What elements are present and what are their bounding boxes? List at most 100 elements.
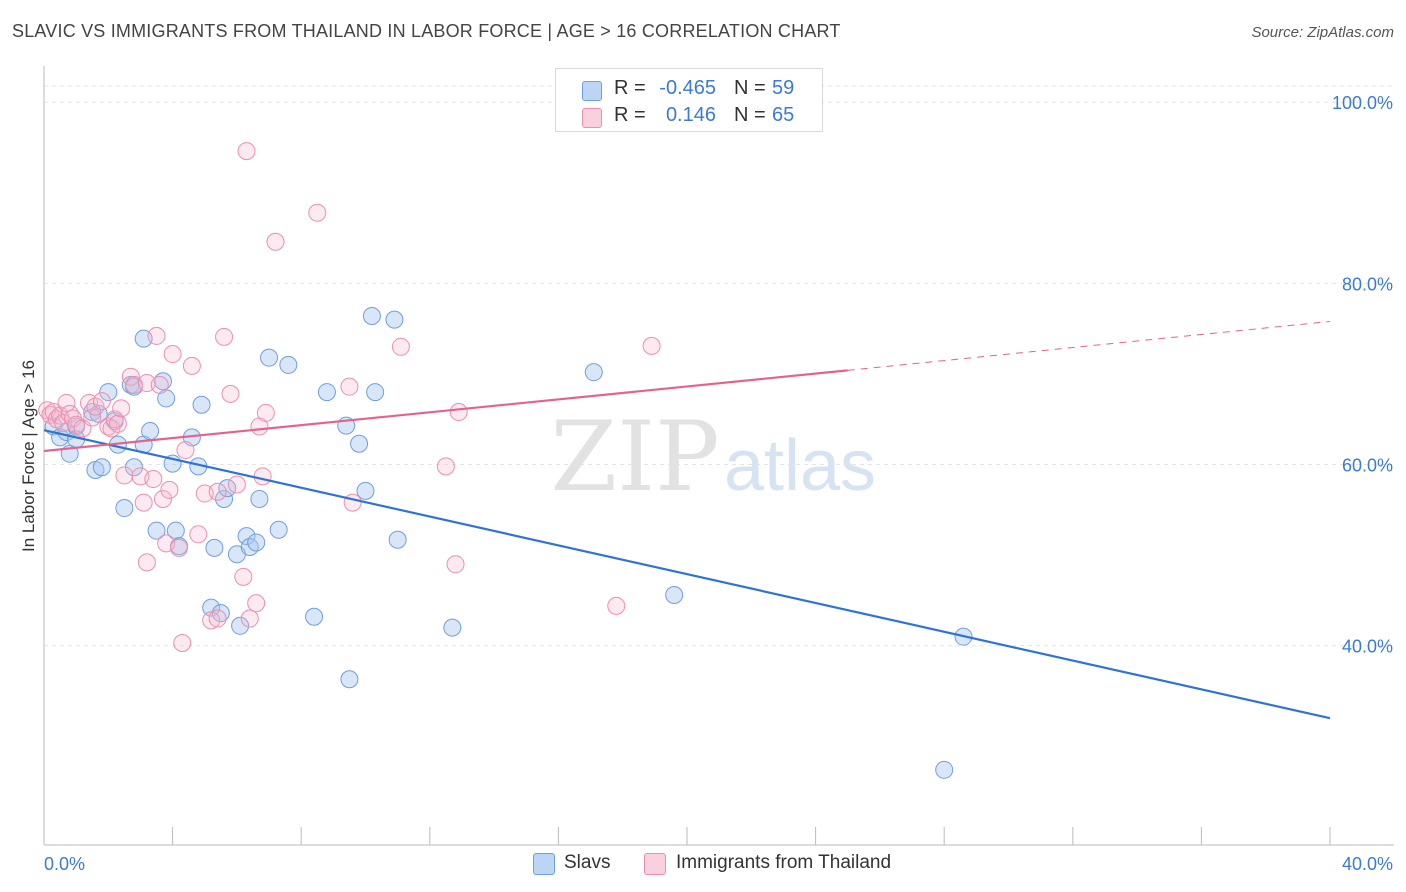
slavs-point: [250, 489, 269, 508]
thailand-point: [173, 634, 192, 653]
slavs-point: [356, 481, 375, 500]
thailand-trend-extension: [847, 320, 1331, 371]
slavs-point: [215, 489, 234, 508]
thailand-point: [208, 609, 227, 628]
x-tick-label: 0.0%: [44, 854, 85, 874]
stats-legend: R = -0.465 N = 59 R = 0.146 N = 65: [555, 68, 823, 132]
slavs-point: [305, 607, 324, 626]
slavs-point: [350, 434, 369, 453]
thailand-point: [170, 538, 189, 557]
y-tick-label: 80.0%: [1342, 274, 1393, 294]
thailand-point: [108, 414, 127, 433]
thailand-point: [436, 457, 455, 476]
slavs-point: [340, 670, 359, 689]
slavs-point: [317, 383, 336, 402]
series-legend: Slavs Immigrants from Thailand: [0, 852, 1406, 878]
x-tick-label: 40.0%: [1342, 854, 1393, 874]
thailand-point: [266, 232, 285, 251]
thailand-point: [256, 403, 275, 422]
source-credit: Source: ZipAtlas.com: [1251, 24, 1394, 41]
thailand-point: [446, 555, 465, 574]
slavs-point: [153, 372, 172, 391]
slavs-point: [147, 521, 166, 540]
thailand-legend-swatch: [644, 853, 666, 875]
slavs-point: [584, 363, 603, 382]
thailand-point: [208, 482, 227, 501]
slavs-point: [166, 521, 185, 540]
watermark-atlas: atlas: [724, 426, 876, 506]
thailand-point: [449, 403, 468, 422]
slavs-legend-swatch: [533, 853, 555, 875]
y-tick-label: 100.0%: [1332, 93, 1393, 113]
y-tick-label: 40.0%: [1342, 637, 1393, 657]
r-label: R =: [614, 104, 646, 126]
slavs-point: [92, 458, 111, 477]
slavs-point: [366, 383, 385, 402]
n-value: 59: [772, 77, 795, 99]
thailand-point: [92, 392, 111, 411]
thailand-point: [202, 611, 221, 630]
stats-row-thailand: R = 0.146 N = 65: [556, 104, 822, 130]
r-value: -0.465: [659, 77, 716, 99]
data-points: [38, 93, 973, 779]
thailand-point: [41, 405, 60, 424]
slavs-point: [202, 598, 221, 617]
r-value: 0.146: [665, 104, 716, 126]
thailand-point: [247, 594, 266, 613]
slavs-point: [665, 585, 684, 604]
slavs-point: [279, 355, 298, 374]
slavs-point: [115, 499, 134, 518]
slavs-point: [240, 537, 259, 556]
trend-lines: [43, 320, 1331, 720]
watermark: ZIP atlas: [550, 401, 876, 513]
thailand-point: [176, 441, 195, 460]
thailand-point: [153, 489, 172, 508]
y-tick-label: 60.0%: [1342, 456, 1393, 476]
y-axis-label: In Labor Force | Age > 16: [19, 360, 38, 552]
slavs-point: [385, 310, 404, 329]
slavs-point: [260, 348, 279, 367]
thailand-point: [227, 475, 246, 494]
thailand-point: [163, 345, 182, 364]
slavs-point: [141, 422, 160, 441]
thailand-point: [240, 609, 259, 628]
thailand-point: [189, 525, 208, 544]
thailand-point: [134, 493, 153, 512]
gridlines: [44, 85, 1394, 647]
thailand-point: [57, 393, 76, 412]
slavs-trend-line: [43, 429, 1331, 720]
thailand-point: [343, 493, 362, 512]
thailand-point: [391, 337, 410, 356]
n-label: N =: [734, 77, 766, 99]
thailand-point: [607, 596, 626, 615]
thailand-point: [182, 356, 201, 375]
chart-title: SLAVIC VS IMMIGRANTS FROM THAILAND IN LA…: [12, 21, 841, 41]
thailand-swatch: [582, 108, 602, 128]
thailand-point: [83, 408, 102, 427]
thailand-point: [237, 142, 256, 161]
slavs-point: [935, 760, 954, 779]
slavs-legend-label: Slavs: [564, 852, 611, 873]
thailand-point: [215, 327, 234, 346]
slavs-point: [388, 530, 407, 549]
thailand-point: [160, 480, 179, 499]
axes: [43, 66, 1394, 846]
thailand-point: [642, 336, 661, 355]
thailand-point: [308, 203, 327, 222]
thailand-point: [112, 399, 131, 418]
slavs-swatch: [582, 81, 602, 101]
slavs-point: [99, 383, 118, 402]
stats-row-slavs: R = -0.465 N = 59: [556, 77, 822, 103]
slavs-point: [218, 479, 237, 498]
thailand-trend-line: [43, 369, 848, 453]
watermark-zip: ZIP: [550, 401, 719, 513]
slavs-point: [231, 616, 250, 635]
thailand-legend-label: Immigrants from Thailand: [676, 852, 892, 873]
slavs-point: [237, 527, 256, 546]
slavs-point: [362, 307, 381, 326]
slavs-point: [211, 604, 230, 623]
slavs-point: [443, 618, 462, 637]
thailand-point: [340, 377, 359, 396]
tick-labels: 40.0% 60.0% 80.0% 100.0% 0.0% 40.0%: [44, 93, 1393, 874]
